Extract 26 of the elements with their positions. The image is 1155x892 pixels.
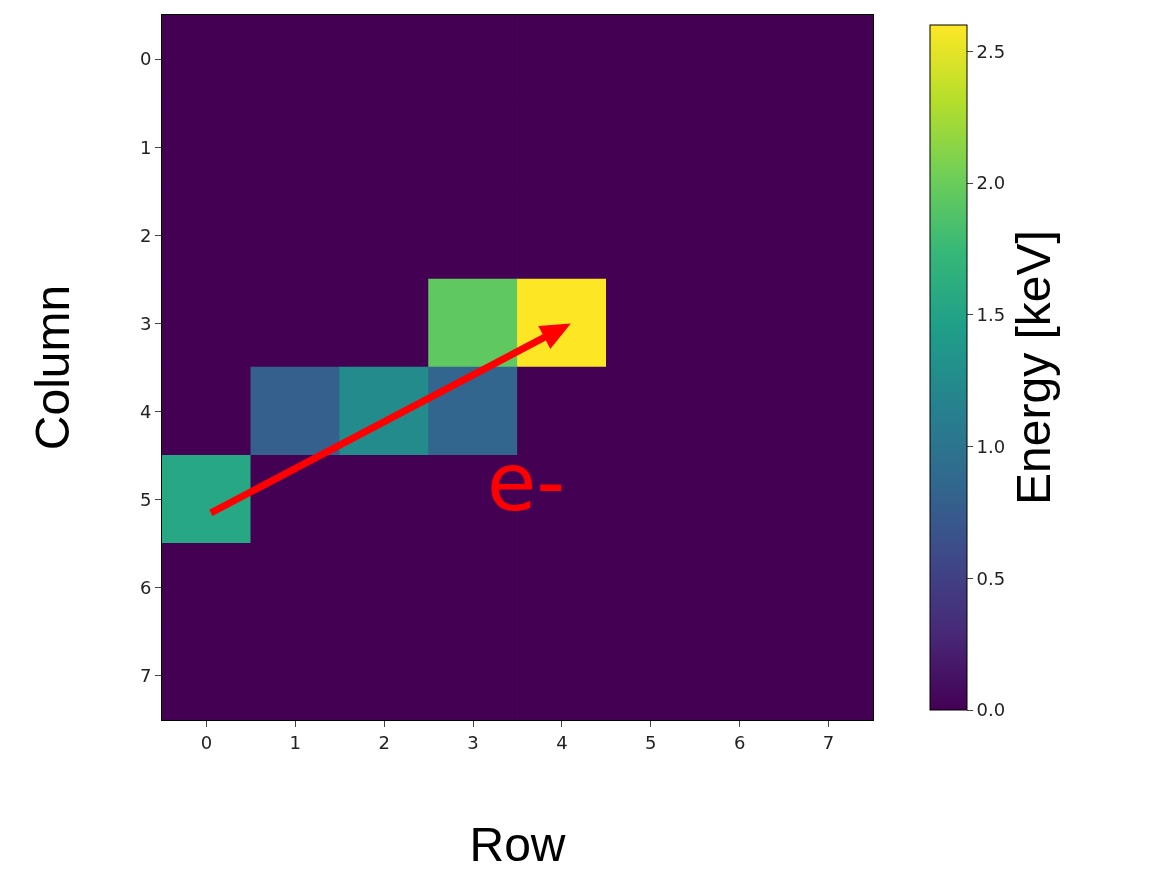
y-axis-title: Column [25,284,79,451]
y-tick-label: 1 [139,136,152,158]
color-bar-label: 0.0 [976,699,1006,721]
color-bar-label: 1.5 [976,304,1006,326]
x-tick-label: 5 [645,731,657,753]
color-bar-label: 2.0 [976,172,1006,194]
x-tick-label: 3 [467,731,479,753]
x-tick-label: 4 [556,731,568,753]
color-bar-label: 2.5 [976,40,1006,62]
x-tick-label: 0 [200,731,213,753]
y-tick-label: 4 [139,400,152,422]
y-tick-label: 5 [139,488,152,510]
y-tick-label: 0 [139,48,152,70]
y-tick-label: 7 [139,665,152,687]
x-tick-label: 1 [289,731,302,753]
x-axis-title: Row [469,817,566,871]
color-bar-title: Energy [keV] [1007,230,1061,505]
x-tick-label: 2 [378,731,390,753]
x-tick-label: 7 [822,731,835,753]
annotation: e- [487,436,566,529]
color-bar-label: 1.0 [976,435,1006,457]
color-bar-label: 0.5 [976,567,1006,589]
y-tick-label: 6 [139,577,152,599]
y-tick-label: 2 [139,224,152,246]
x-tick-label: 6 [733,731,746,753]
y-tick-label: 3 [139,312,152,334]
